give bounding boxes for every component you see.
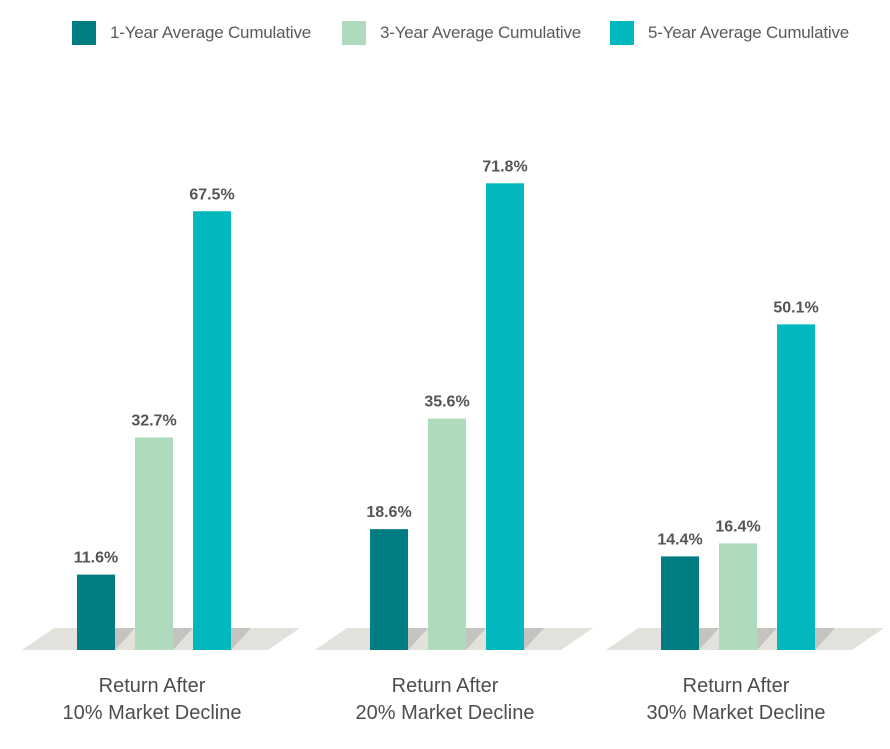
category-label-3-line-2: 30% Market Decline <box>647 702 826 724</box>
value-label-2-2: 35.6% <box>424 394 469 411</box>
bar-1-1 <box>77 574 115 650</box>
value-label-1-1: 11.6% <box>74 550 118 567</box>
category-label-2-line-2: 20% Market Decline <box>356 702 535 724</box>
value-label-3-2: 16.4% <box>715 518 760 535</box>
bar-3-1 <box>661 556 699 650</box>
legend-label-1-year: 1-Year Average Cumulative <box>110 23 312 42</box>
value-label-2-1: 18.6% <box>366 504 411 521</box>
bar-3-2 <box>719 543 757 650</box>
category-label-2-line-1: Return After <box>392 675 499 697</box>
legend-swatch-3-year <box>342 21 366 45</box>
category-label-1-line-2: 10% Market Decline <box>63 702 242 724</box>
bar-3-3 <box>777 324 815 650</box>
legend-swatch-1-year <box>72 21 96 45</box>
legend-label-3-year: 3-Year Average Cumulative <box>380 23 582 42</box>
category-label-3-line-1: Return After <box>683 675 790 697</box>
bar-2-1 <box>370 529 408 650</box>
bar-1-2 <box>135 437 173 650</box>
value-label-2-3: 71.8% <box>482 158 527 175</box>
value-label-1-3: 67.5% <box>189 186 234 203</box>
category-label-1-line-1: Return After <box>99 675 206 697</box>
bar-1-3 <box>193 211 231 650</box>
legend: 1-Year Average Cumulative 3-Year Average… <box>0 18 890 48</box>
legend-label-5-year: 5-Year Average Cumulative <box>648 23 850 42</box>
value-label-3-3: 50.1% <box>773 299 818 316</box>
legend-item-1-year: 1-Year Average Cumulative <box>72 18 311 48</box>
bar-2-2 <box>428 418 466 650</box>
value-label-1-2: 32.7% <box>131 412 176 429</box>
legend-item-5-year: 5-Year Average Cumulative <box>610 18 849 48</box>
value-label-3-1: 14.4% <box>657 531 702 548</box>
bar-2-3 <box>486 183 524 651</box>
legend-swatch-5-year <box>610 21 634 45</box>
legend-item-3-year: 3-Year Average Cumulative <box>342 18 581 48</box>
